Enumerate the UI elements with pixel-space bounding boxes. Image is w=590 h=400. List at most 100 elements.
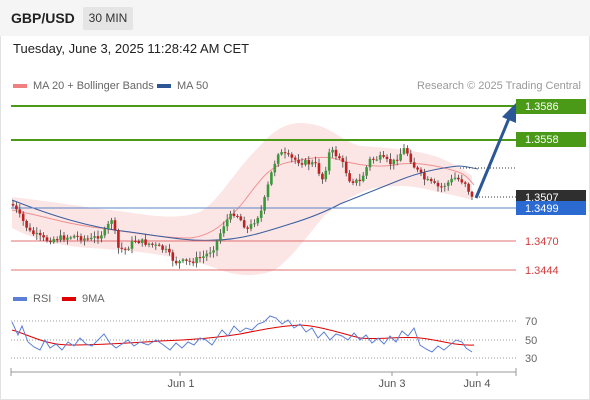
candle-body [219,233,222,241]
candle-body [38,232,42,236]
candle-body [72,235,76,238]
candle-body [375,159,379,161]
candle-body [304,160,307,165]
candle-body [297,159,300,164]
candle-body [446,182,450,186]
candle-body [208,252,212,254]
label-r2-box [516,99,586,114]
candle-body [307,160,311,165]
candle-body [355,179,358,183]
candle-body [378,155,382,160]
label-s1: 1.3470 [525,236,559,248]
candle-body [86,238,90,240]
candle-body [25,220,28,228]
candle-body [174,260,178,264]
candle-body [168,248,171,253]
candle-body [382,155,385,157]
candle-body [55,239,59,241]
candle-body [406,148,409,154]
candle-body [178,261,181,264]
candle-body [392,159,396,165]
label-pivot: 1.3499 [525,203,559,215]
candle-body [113,220,117,231]
candle-body [321,173,324,180]
candle-body [436,182,440,187]
candle-body [120,247,124,249]
label-r1: 1.3558 [525,134,559,146]
candle-body [96,236,100,239]
candle-body [372,158,375,160]
candle-body [164,248,168,250]
candle-body [263,197,266,211]
candle-body [198,257,202,259]
candle-body [191,261,195,264]
candle-body [151,243,154,245]
candle-body [123,248,127,250]
candle-body [395,159,399,161]
candle-body [242,220,246,228]
candle-body [185,259,188,261]
candle-body [457,177,460,180]
candle-body [276,154,280,164]
candle-body [137,241,141,243]
candle-body [181,259,185,262]
candle-body [433,181,436,183]
credit-text: Research © 2025 Trading Central [416,80,581,92]
label-pivot-box [516,201,586,215]
candle-body [106,223,110,230]
candle-body [351,181,355,183]
candle-body [270,172,273,185]
candle-body [368,158,372,168]
candle-body [249,224,253,229]
candle-body [389,159,392,165]
candle-body [117,230,120,248]
label-r1-box [516,132,586,147]
ma9-label: 9MA [82,293,105,305]
candle-body [161,245,164,250]
candle-body [273,163,277,173]
candle-body [402,148,406,154]
x-label-jun3: Jun 3 [379,378,406,390]
label-s2: 1.3444 [525,265,559,277]
legend-9ma: 9MA [62,293,105,305]
candle-body [460,179,464,183]
candle-body [205,253,209,257]
candle-body [365,167,368,176]
rsi-line [11,315,473,353]
candle-body [103,229,107,236]
timeframe-badge[interactable]: 30 MIN [83,7,133,30]
candle-body [225,219,229,227]
forecast-arrow-line [474,115,512,199]
rsi-level-30: 30 [525,353,537,365]
candle-body [361,175,365,182]
candle-body [266,184,270,198]
candle-body [110,220,113,224]
candle-body [310,162,314,165]
forecast-arrow-head [502,103,516,123]
candle-body [385,156,389,160]
candle-body [171,252,175,261]
candle-body [52,239,56,243]
candle-body [202,256,205,258]
candle-body [147,243,151,245]
candle-body [314,162,317,164]
ma50-swatch [157,84,171,88]
candle-body [256,217,260,224]
candle-body [42,235,45,238]
candle-body [253,223,256,225]
candle-body [341,158,345,163]
legend-ma50: MA 50 [157,80,208,92]
ma20-label: MA 20 + Bollinger Bands [33,80,154,92]
candle-body [154,244,158,246]
candle-body [412,162,416,168]
candle-body [11,204,15,206]
candle-body [348,173,351,182]
candle-body [100,235,103,239]
candle-body [76,235,79,237]
candle-body [35,232,39,235]
candle-body [236,215,239,217]
candle-body [334,149,338,157]
candle-body [443,185,447,187]
candle-body [317,163,321,174]
